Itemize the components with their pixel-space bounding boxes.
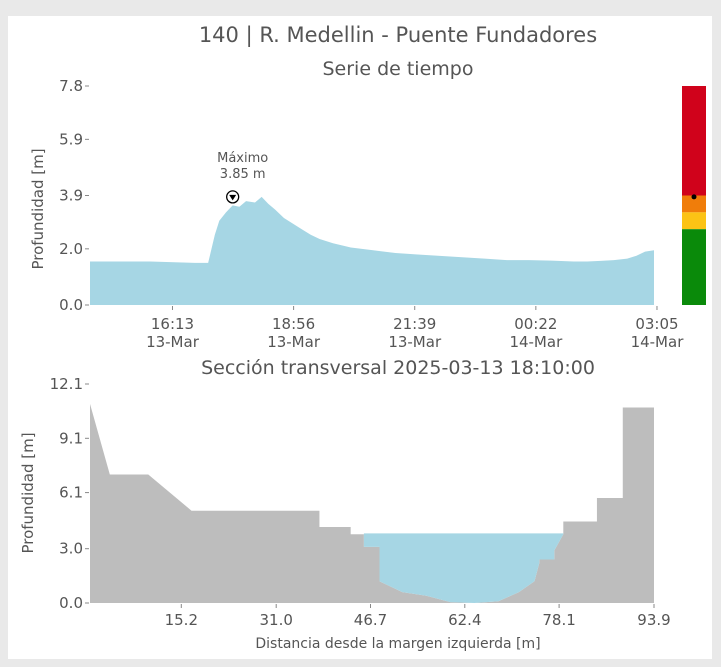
xtick-label: 31.0: [259, 611, 292, 629]
alert-level-amarillo: [682, 212, 706, 230]
ytick-label: 9.1: [59, 429, 83, 447]
xtick-time-label: 21:39: [393, 315, 436, 333]
xtick-label: 93.9: [637, 611, 670, 629]
water-fill: [363, 533, 564, 603]
cross-section-panel: Sección transversal 2025-03-13 18:10:00 …: [19, 357, 671, 652]
cross-section-xlabel: Distancia desde la margen izquierda [m]: [255, 636, 540, 652]
max-annotation-label: Máximo: [217, 151, 268, 166]
alert-level-naranja: [682, 195, 706, 213]
ytick-label: 0.0: [59, 594, 83, 612]
ytick-label: 3.9: [59, 187, 83, 205]
alert-level-bar: [682, 86, 706, 305]
time-series-area-group: [90, 196, 654, 305]
xtick-date-label: 13-Mar: [146, 333, 200, 351]
xtick-time-label: 00:22: [514, 315, 557, 333]
ytick-label: 6.1: [59, 484, 83, 502]
xtick-date-label: 14-Mar: [509, 333, 563, 351]
xtick-time-label: 18:56: [272, 315, 315, 333]
ytick-label: 3.0: [59, 540, 83, 558]
ytick-label: 7.8: [59, 77, 83, 95]
xtick-label: 62.4: [448, 611, 481, 629]
depth-area: [90, 196, 654, 305]
xtick-date-label: 14-Mar: [631, 333, 685, 351]
time-series-yticks: 0.0 2.0 3.9 5.9 7.8: [59, 77, 89, 314]
time-series-panel: Serie de tiempo Profundidad [m] 0.0 2.0 3.…: [29, 58, 684, 351]
xtick-label: 78.1: [542, 611, 575, 629]
alert-level-rojo: [682, 86, 706, 196]
xtick-time-label: 03:05: [635, 315, 678, 333]
alert-level-verde: [682, 229, 706, 305]
time-series-ylabel: Profundidad [m]: [29, 148, 47, 269]
xtick-time-label: 16:13: [151, 315, 194, 333]
cross-section-xticks: 15.2 31.0 46.7 62.4 78.1 93.9: [165, 604, 671, 629]
riverbed-terrain: [90, 403, 654, 603]
cross-section-shapes: [90, 403, 654, 603]
time-series-xticks: 16:1313-Mar18:5613-Mar21:3913-Mar00:2214…: [146, 306, 684, 351]
xtick-label: 15.2: [165, 611, 198, 629]
chart-main-title: 140 | R. Medellin - Puente Fundadores: [199, 23, 597, 48]
cross-section-title: Sección transversal 2025-03-13 18:10:00: [201, 357, 595, 379]
ytick-label: 5.9: [59, 130, 83, 148]
ytick-label: 0.0: [59, 296, 83, 314]
time-series-title: Serie de tiempo: [323, 58, 474, 80]
max-annotation: Máximo 3.85 m: [217, 151, 268, 204]
max-marker-triangle-icon: [229, 194, 237, 201]
xtick-date-label: 13-Mar: [388, 333, 442, 351]
chart-card: 140 | R. Medellin - Puente Fundadores Se…: [8, 16, 712, 659]
chart-canvas: 140 | R. Medellin - Puente Fundadores Se…: [19, 23, 706, 652]
xtick-label: 46.7: [354, 611, 387, 629]
xtick-date-label: 13-Mar: [267, 333, 321, 351]
ytick-label: 2.0: [59, 240, 83, 258]
max-annotation-value: 3.85 m: [220, 167, 266, 182]
current-level-dot: [691, 194, 697, 200]
cross-section-ylabel: Profundidad [m]: [19, 432, 37, 553]
cross-section-yticks: 0.0 3.0 6.1 9.1 12.1: [50, 375, 89, 612]
ytick-label: 12.1: [50, 375, 83, 393]
